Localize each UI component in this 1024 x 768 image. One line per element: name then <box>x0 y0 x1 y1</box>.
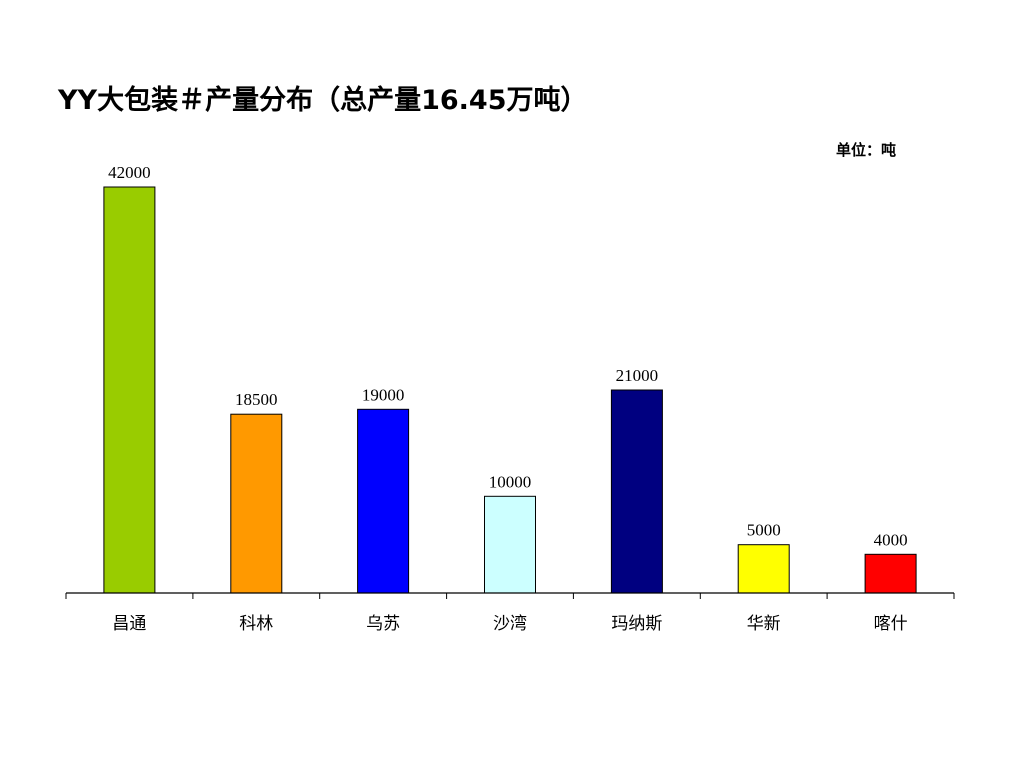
category-label-4: 沙湾 <box>493 614 527 634</box>
category-label-5: 玛纳斯 <box>611 614 662 634</box>
category-label-3: 乌苏 <box>366 614 400 634</box>
data-label-4: 10000 <box>489 472 532 491</box>
data-label-3: 19000 <box>362 385 405 404</box>
data-label-6: 5000 <box>747 521 781 540</box>
bar-7 <box>864 553 917 594</box>
data-label-7: 4000 <box>874 530 908 549</box>
bar-3 <box>357 408 410 594</box>
unit-label: 单位：吨 <box>836 141 897 159</box>
bar-5 <box>610 389 663 594</box>
bar-1 <box>103 186 156 594</box>
category-label-6: 华新 <box>747 614 781 634</box>
bar-2 <box>230 413 283 594</box>
data-label-1: 42000 <box>108 163 151 182</box>
category-label-1: 昌通 <box>112 614 146 634</box>
category-label-2: 科林 <box>239 614 273 634</box>
chart-title: YY大包装＃产量分布（总产量16.45万吨） <box>58 85 588 116</box>
bar-4 <box>484 495 536 594</box>
category-label-7: 喀什 <box>874 614 908 634</box>
data-label-2: 18500 <box>235 390 278 409</box>
data-label-5: 21000 <box>616 366 659 385</box>
bar-6 <box>737 544 790 594</box>
